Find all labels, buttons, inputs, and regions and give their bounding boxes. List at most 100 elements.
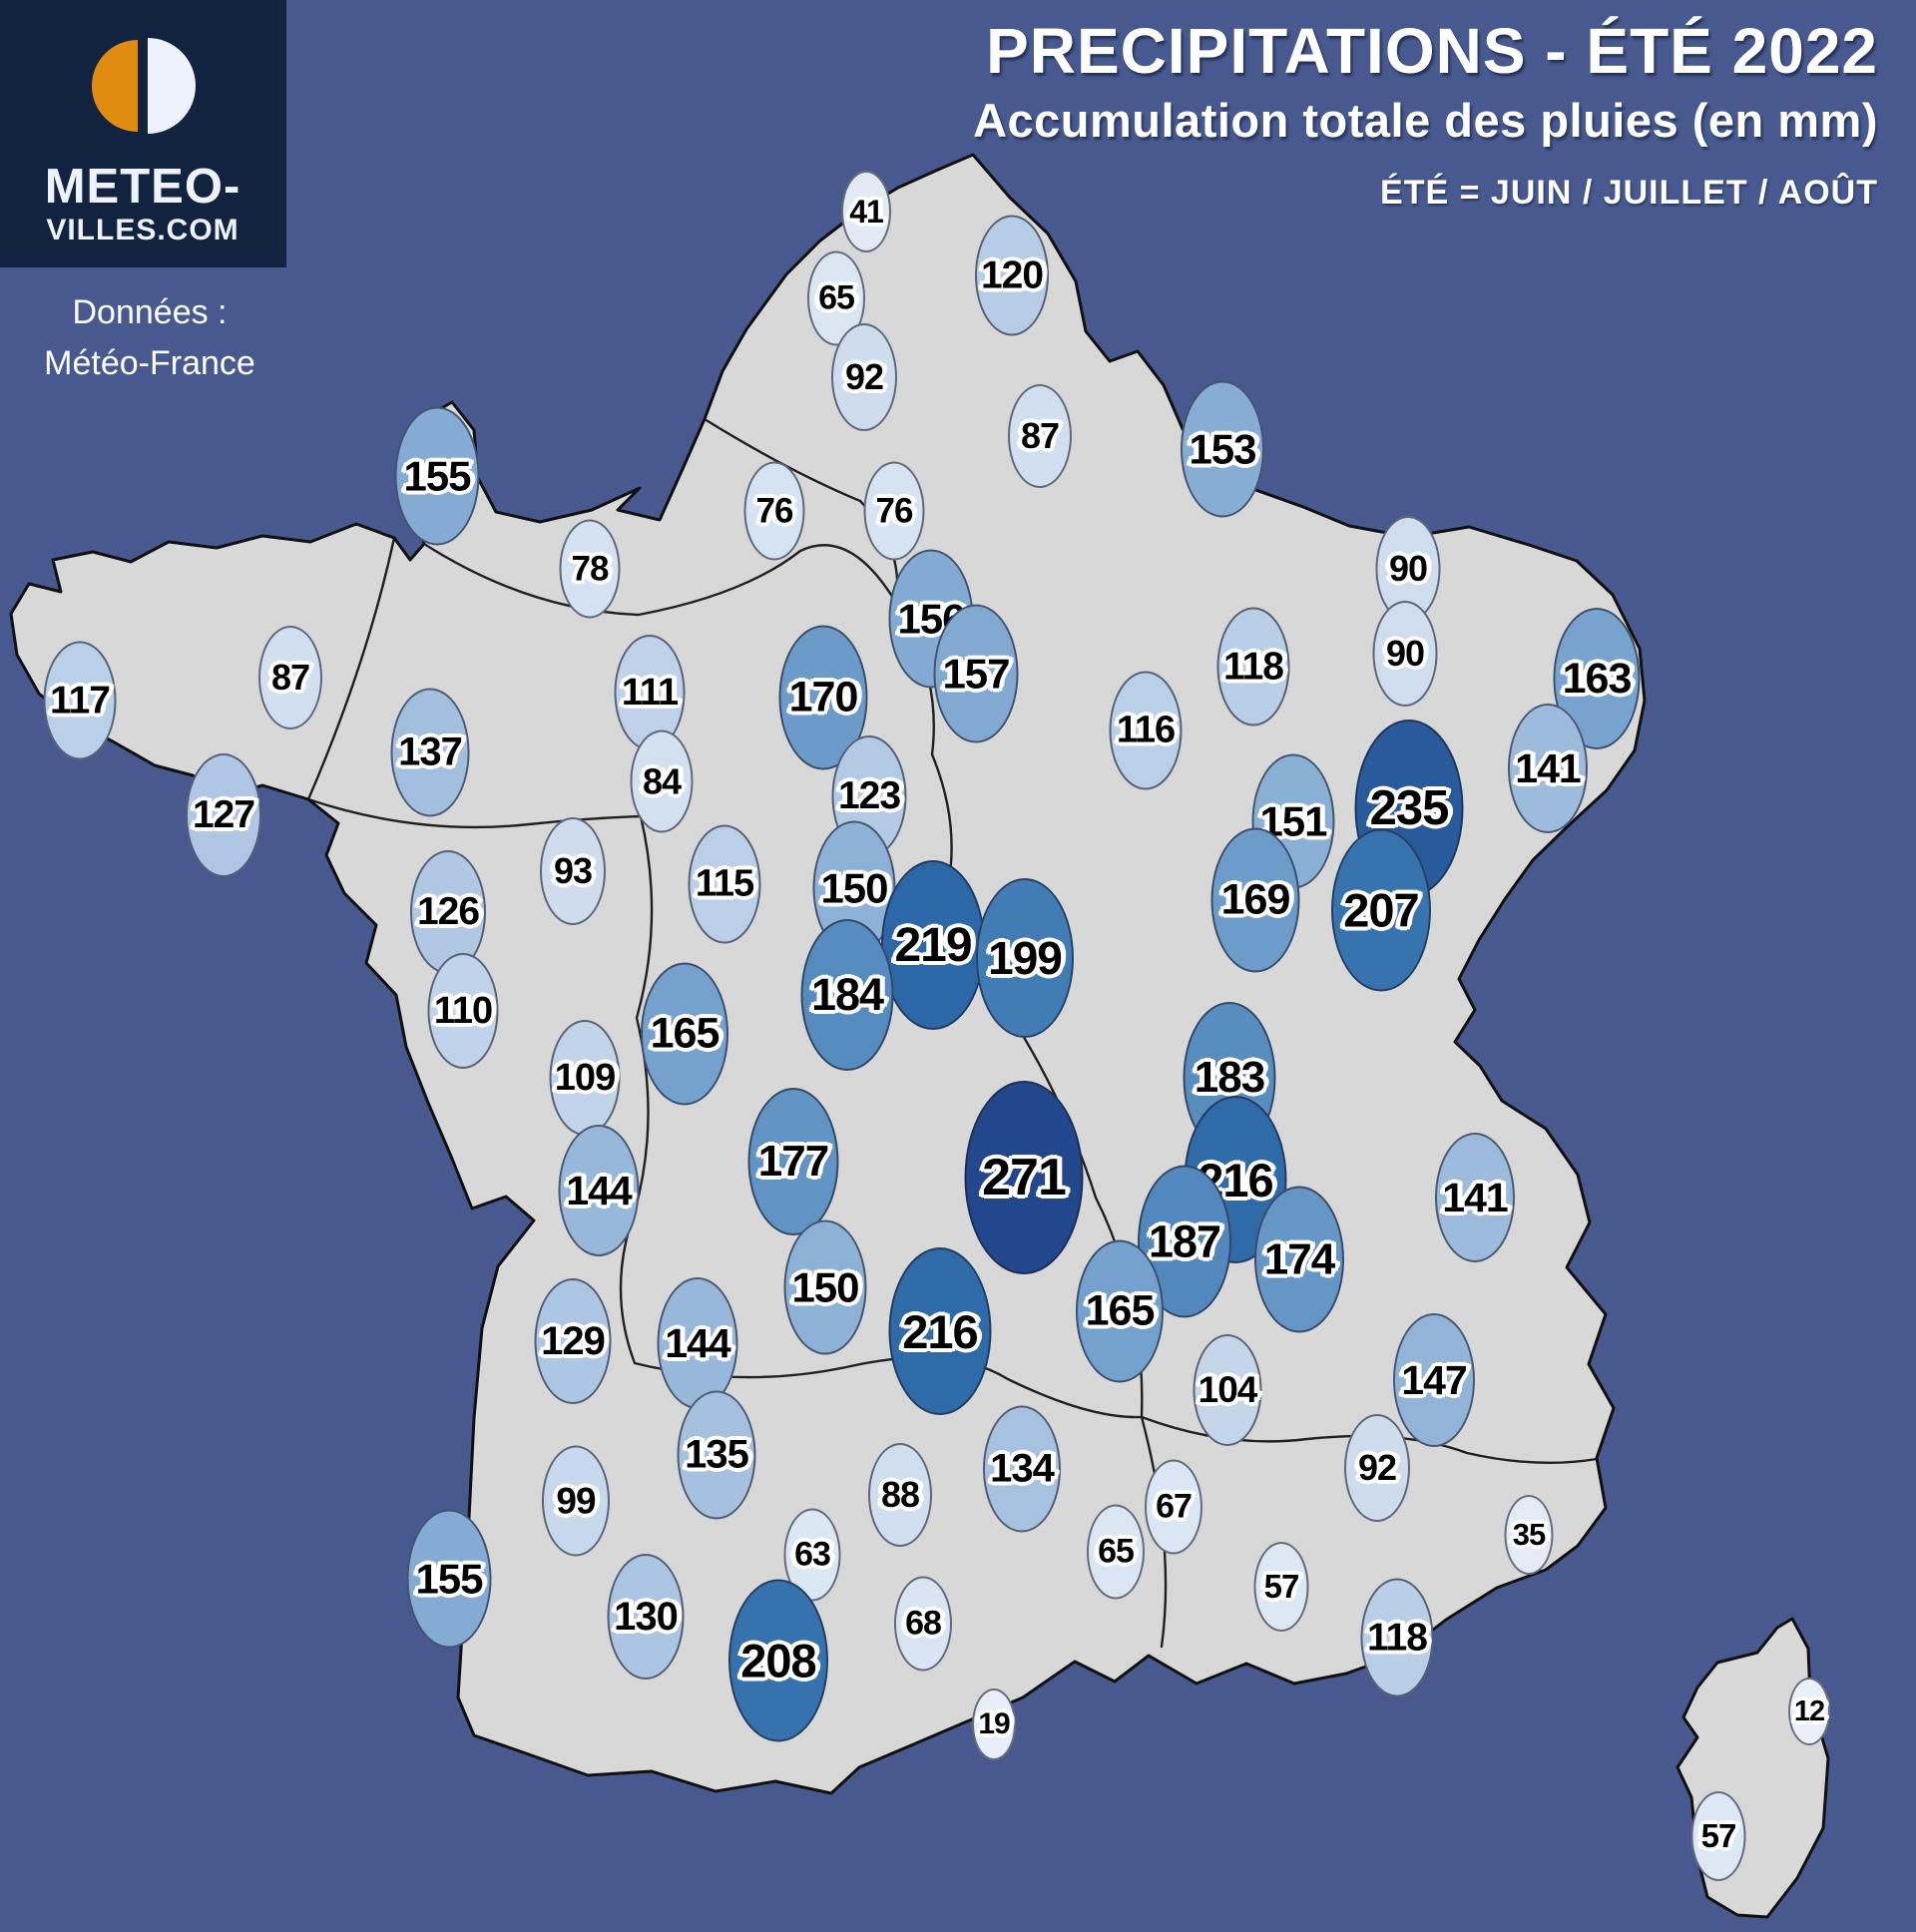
bubble-value: 84 <box>642 760 682 801</box>
header: PRECIPITATIONS - ÉTÉ 2022 Accumulation t… <box>973 15 1878 213</box>
bubble-value: 144 <box>566 1167 632 1213</box>
precip-bubble: 144 <box>657 1277 738 1409</box>
logo-moon-left-icon <box>92 40 138 132</box>
logo-text-secondary: VILLES.COM <box>46 214 239 246</box>
bubble-value: 130 <box>614 1594 679 1639</box>
precip-bubble: 111 <box>614 635 686 750</box>
bubble-value: 76 <box>755 491 794 530</box>
precip-bubble: 120 <box>975 215 1049 336</box>
precip-bubble: 19 <box>972 1689 1016 1760</box>
bubble-value: 169 <box>1220 875 1291 924</box>
bubble-value: 141 <box>1442 1174 1508 1220</box>
bubble-value: 170 <box>788 673 859 722</box>
precip-bubble: 93 <box>540 817 606 925</box>
precip-bubble: 12 <box>1788 1678 1830 1745</box>
precip-bubble: 104 <box>1193 1334 1262 1446</box>
precip-bubble: 147 <box>1393 1313 1475 1447</box>
precip-bubble: 90 <box>1372 601 1438 707</box>
precip-bubble: 78 <box>559 519 621 619</box>
precip-bubble: 87 <box>1008 384 1072 488</box>
precip-bubble: 169 <box>1210 827 1300 973</box>
bubble-value: 174 <box>1263 1234 1335 1283</box>
precip-bubble: 150 <box>783 1219 867 1355</box>
bubble-value: 135 <box>685 1432 749 1477</box>
precip-bubble: 92 <box>1344 1414 1410 1522</box>
precip-bubble: 157 <box>933 604 1019 743</box>
bubble-value: 199 <box>988 932 1063 984</box>
bubble-value: 35 <box>1512 1517 1546 1552</box>
precip-bubble: 116 <box>1109 671 1183 790</box>
bubble-value: 155 <box>403 452 471 499</box>
bubble-value: 87 <box>1020 415 1060 456</box>
bubble-value: 157 <box>942 650 1010 697</box>
bubble-value: 150 <box>820 864 888 911</box>
bubble-value: 165 <box>1085 1286 1156 1335</box>
logo: METEO- VILLES.COM <box>0 0 286 272</box>
bubble-value: 41 <box>849 193 884 230</box>
precip-bubble: 135 <box>677 1390 756 1520</box>
precip-bubble: 155 <box>394 406 480 546</box>
bubble-value: 76 <box>875 491 914 530</box>
precip-bubble: 155 <box>406 1509 492 1649</box>
bubble-value: 235 <box>1369 781 1450 835</box>
precip-bubble: 134 <box>983 1405 1061 1533</box>
bubble-value: 183 <box>1194 1053 1265 1102</box>
logo-graphic: METEO- VILLES.COM <box>0 0 286 267</box>
bubble-value: 163 <box>1562 654 1633 703</box>
precip-bubble: 115 <box>688 824 761 944</box>
precip-bubble: 99 <box>542 1445 610 1557</box>
precip-bubble: 207 <box>1331 828 1431 992</box>
bubble-value: 19 <box>978 1707 1010 1740</box>
precip-bubble: 110 <box>427 953 499 1069</box>
precip-bubble: 76 <box>863 461 925 561</box>
bubble-value: 65 <box>818 278 855 317</box>
bubble-value: 123 <box>837 774 901 817</box>
data-source: Données : Météo-France <box>0 287 299 389</box>
precip-bubble: 141 <box>1435 1133 1515 1262</box>
precip-bubble: 88 <box>868 1443 932 1547</box>
page-title: PRECIPITATIONS - ÉTÉ 2022 <box>986 15 1878 87</box>
precip-bubble: 127 <box>186 753 261 877</box>
precip-bubble: 141 <box>1508 704 1588 833</box>
bubble-value: 117 <box>50 679 111 722</box>
precip-bubble: 118 <box>1360 1578 1434 1697</box>
precip-bubble: 67 <box>1145 1459 1202 1555</box>
bubble-value: 153 <box>1189 425 1256 472</box>
bubble-value: 187 <box>1148 1215 1221 1266</box>
bubble-value: 155 <box>415 1555 483 1602</box>
page-subtitle: Accumulation totale des pluies (en mm) <box>973 94 1878 148</box>
precip-bubble: 87 <box>258 626 322 729</box>
data-source-line2: Météo-France <box>44 344 255 382</box>
bubble-value: 90 <box>1385 633 1425 674</box>
bubble-value: 99 <box>556 1480 596 1521</box>
bubble-value: 129 <box>541 1318 606 1363</box>
precip-bubble: 177 <box>747 1088 839 1235</box>
bubble-value: 92 <box>844 356 884 397</box>
precip-bubble: 170 <box>778 625 868 770</box>
bubble-value: 92 <box>1357 1447 1397 1488</box>
bubble-value: 271 <box>982 1149 1067 1207</box>
data-source-line1: Données : <box>72 293 228 331</box>
bubble-value: 127 <box>192 793 255 836</box>
season-note: ÉTÉ = JUIN / JUILLET / AOÛT <box>1380 174 1878 213</box>
bubble-value: 141 <box>1515 744 1581 791</box>
bubble-value: 120 <box>980 253 1044 296</box>
logo-background <box>0 0 286 267</box>
precip-bubble: 144 <box>558 1125 640 1256</box>
bubble-value: 115 <box>695 862 754 905</box>
precip-bubble: 41 <box>841 171 891 252</box>
precip-bubble: 109 <box>549 1020 621 1136</box>
bubble-value: 216 <box>902 1304 978 1358</box>
precip-bubble: 165 <box>1076 1239 1164 1383</box>
precip-bubble: 68 <box>894 1576 952 1672</box>
bubble-value: 137 <box>398 729 463 774</box>
precip-bubble: 129 <box>534 1278 612 1404</box>
precip-bubble: 130 <box>607 1554 685 1680</box>
precip-bubble: 65 <box>807 250 865 346</box>
precip-bubble: 199 <box>976 878 1074 1038</box>
bubble-value: 110 <box>433 989 493 1032</box>
precip-bubble: 118 <box>1216 607 1290 726</box>
precip-bubble: 92 <box>831 323 897 431</box>
bubble-value: 118 <box>1367 1616 1428 1659</box>
